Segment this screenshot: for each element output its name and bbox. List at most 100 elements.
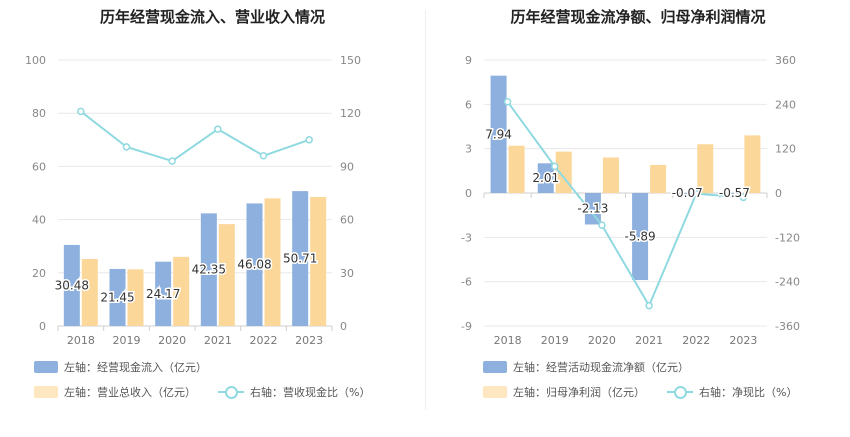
bar-2022-primary [679,193,696,195]
legend-item-revenue[interactable]: 左轴：营业总收入（亿元） [34,384,196,400]
data-label-2019: 21.45 [100,290,134,304]
data-label-2022: 46.08 [237,258,271,272]
x-tick-label: 2018 [494,334,522,347]
y-tick-left: 60 [32,160,46,173]
legend-label: 右轴：营收现金比（%） [250,386,371,399]
data-label-2022: -0.07 [672,186,703,200]
ratio-point-2018 [503,97,512,106]
bar-2019-primary [109,268,126,326]
bar-2023-primary [726,193,743,195]
x-tick-label: 2020 [158,334,186,347]
bar-2018-primary [490,75,507,193]
bar-2019-primary [537,163,554,193]
bar-2020-primary [584,193,601,225]
chart-panel-right: 历年经营现金流净额、归母净利润情况 -9 -360 -6 -240 -3 -120 0 0 3 1… [426,0,850,437]
data-label-2023: 50.71 [283,252,317,266]
bar-2020-secondary [602,157,619,193]
bar-2018-secondary [81,258,98,326]
x-tick-label: 2019 [541,334,569,347]
y-tick-left: 6 [465,98,472,111]
y-tick-left: 3 [465,143,472,156]
ratio-point-2020 [168,157,176,165]
chart-plot: 0 0 20 30 40 60 60 90 80 120 100 150 2018 2019 2020 202… [25,54,361,347]
bar-2023-secondary [744,135,761,193]
ratio-point-2022 [259,152,268,160]
bar-2019-secondary [127,269,144,326]
chart-plot: -9 -360 -6 -240 -3 -120 0 0 3 120 6 240 9 360 2018 2019… [461,54,800,347]
data-label-2020: -2.13 [577,202,608,216]
legend-item-inflow[interactable]: 左轴：经营现金流入（亿元） [34,359,207,375]
x-tick-label: 2019 [113,334,141,347]
data-label-2021: -5.89 [625,230,656,244]
y-tick-left: 100 [25,54,46,67]
y-tick-left: 9 [465,54,472,67]
y-tick-left: -9 [461,320,472,333]
legend-item-ratio[interactable]: 右轴：营收现金比（%） [218,384,370,400]
y-tick-right: 120 [775,143,796,156]
x-tick-label: 2021 [204,334,232,347]
bar-2021-secondary [218,224,235,326]
x-tick-label: 2022 [250,334,278,347]
y-tick-right: -120 [775,231,800,244]
legend-swatch [483,361,507,373]
bar-2020-secondary [173,256,190,326]
y-tick-left: 0 [39,320,46,333]
legend-swatch [34,361,58,373]
ratio-point-2019 [551,162,559,171]
ratio-line [506,101,744,308]
y-tick-right: 0 [340,320,347,333]
ratio-line [80,110,310,163]
ratio-point-2023 [305,136,313,144]
legend-item-net-cashflow[interactable]: 左轴：经营活动现金流净额（亿元） [483,359,689,375]
bar-2021-secondary [650,164,667,193]
y-tick-left: -6 [461,276,472,289]
ratio-point-2020 [598,221,606,229]
bar-2022-primary [246,203,263,326]
x-tick-label: 2021 [635,334,663,347]
y-tick-right: 240 [775,98,796,111]
y-tick-left: -3 [461,231,472,244]
chart-title: 历年经营现金流净额、归母净利润情况 [510,8,766,26]
x-tick-label: 2018 [67,334,95,347]
bar-2021-primary [632,193,649,281]
bar-2023-secondary [310,196,327,326]
y-tick-right: 0 [775,187,782,200]
ratio-point-2023 [739,193,748,202]
x-tick-label: 2023 [729,334,757,347]
legend-label: 左轴：经营活动现金流净额（亿元） [513,361,689,374]
y-tick-right: 360 [775,54,796,67]
ratio-point-2022 [692,189,700,198]
chart-panel-left: 历年经营现金流入、营业收入情况 0 0 20 30 40 60 60 90 80 120 100 15… [25,8,370,400]
bar-2020-primary [155,261,172,326]
legend-swatch [34,386,58,398]
data-label-2019: 2.01 [532,171,559,185]
legend-line-marker [218,386,244,399]
legend-swatch [483,386,507,398]
y-tick-right: 90 [340,160,354,173]
legend-item-net-profit[interactable]: 左轴：归母净利润（亿元） [483,384,645,400]
legend-item-net-ratio[interactable]: 右轴：净现比（%） [667,384,797,400]
legend-label: 左轴：经营现金流入（亿元） [64,361,207,374]
x-tick-label: 2022 [682,334,710,347]
data-label-2018: 30.48 [55,278,89,292]
bar-2021-primary [200,213,217,326]
y-tick-right: -360 [775,320,800,333]
y-tick-left: 80 [32,107,46,120]
ratio-point-2021 [645,301,653,310]
data-label-2020: 24.17 [146,287,180,301]
y-tick-left: 0 [465,187,472,200]
y-tick-right: -240 [775,276,800,289]
y-tick-left: 20 [32,267,46,280]
y-tick-left: 40 [32,214,46,227]
legend-label: 左轴：归母净利润（亿元） [513,386,645,399]
data-label-2018: 7.94 [485,127,512,141]
chart-title: 历年经营现金流入、营业收入情况 [99,8,325,26]
panel-divider [425,10,426,410]
bar-2022-secondary [697,144,714,193]
ratio-point-2019 [122,143,131,151]
bar-2022-secondary [264,198,281,326]
y-tick-right: 30 [340,267,354,280]
x-tick-label: 2023 [295,334,323,347]
data-label-2021: 42.35 [192,263,226,277]
x-tick-label: 2020 [588,334,616,347]
